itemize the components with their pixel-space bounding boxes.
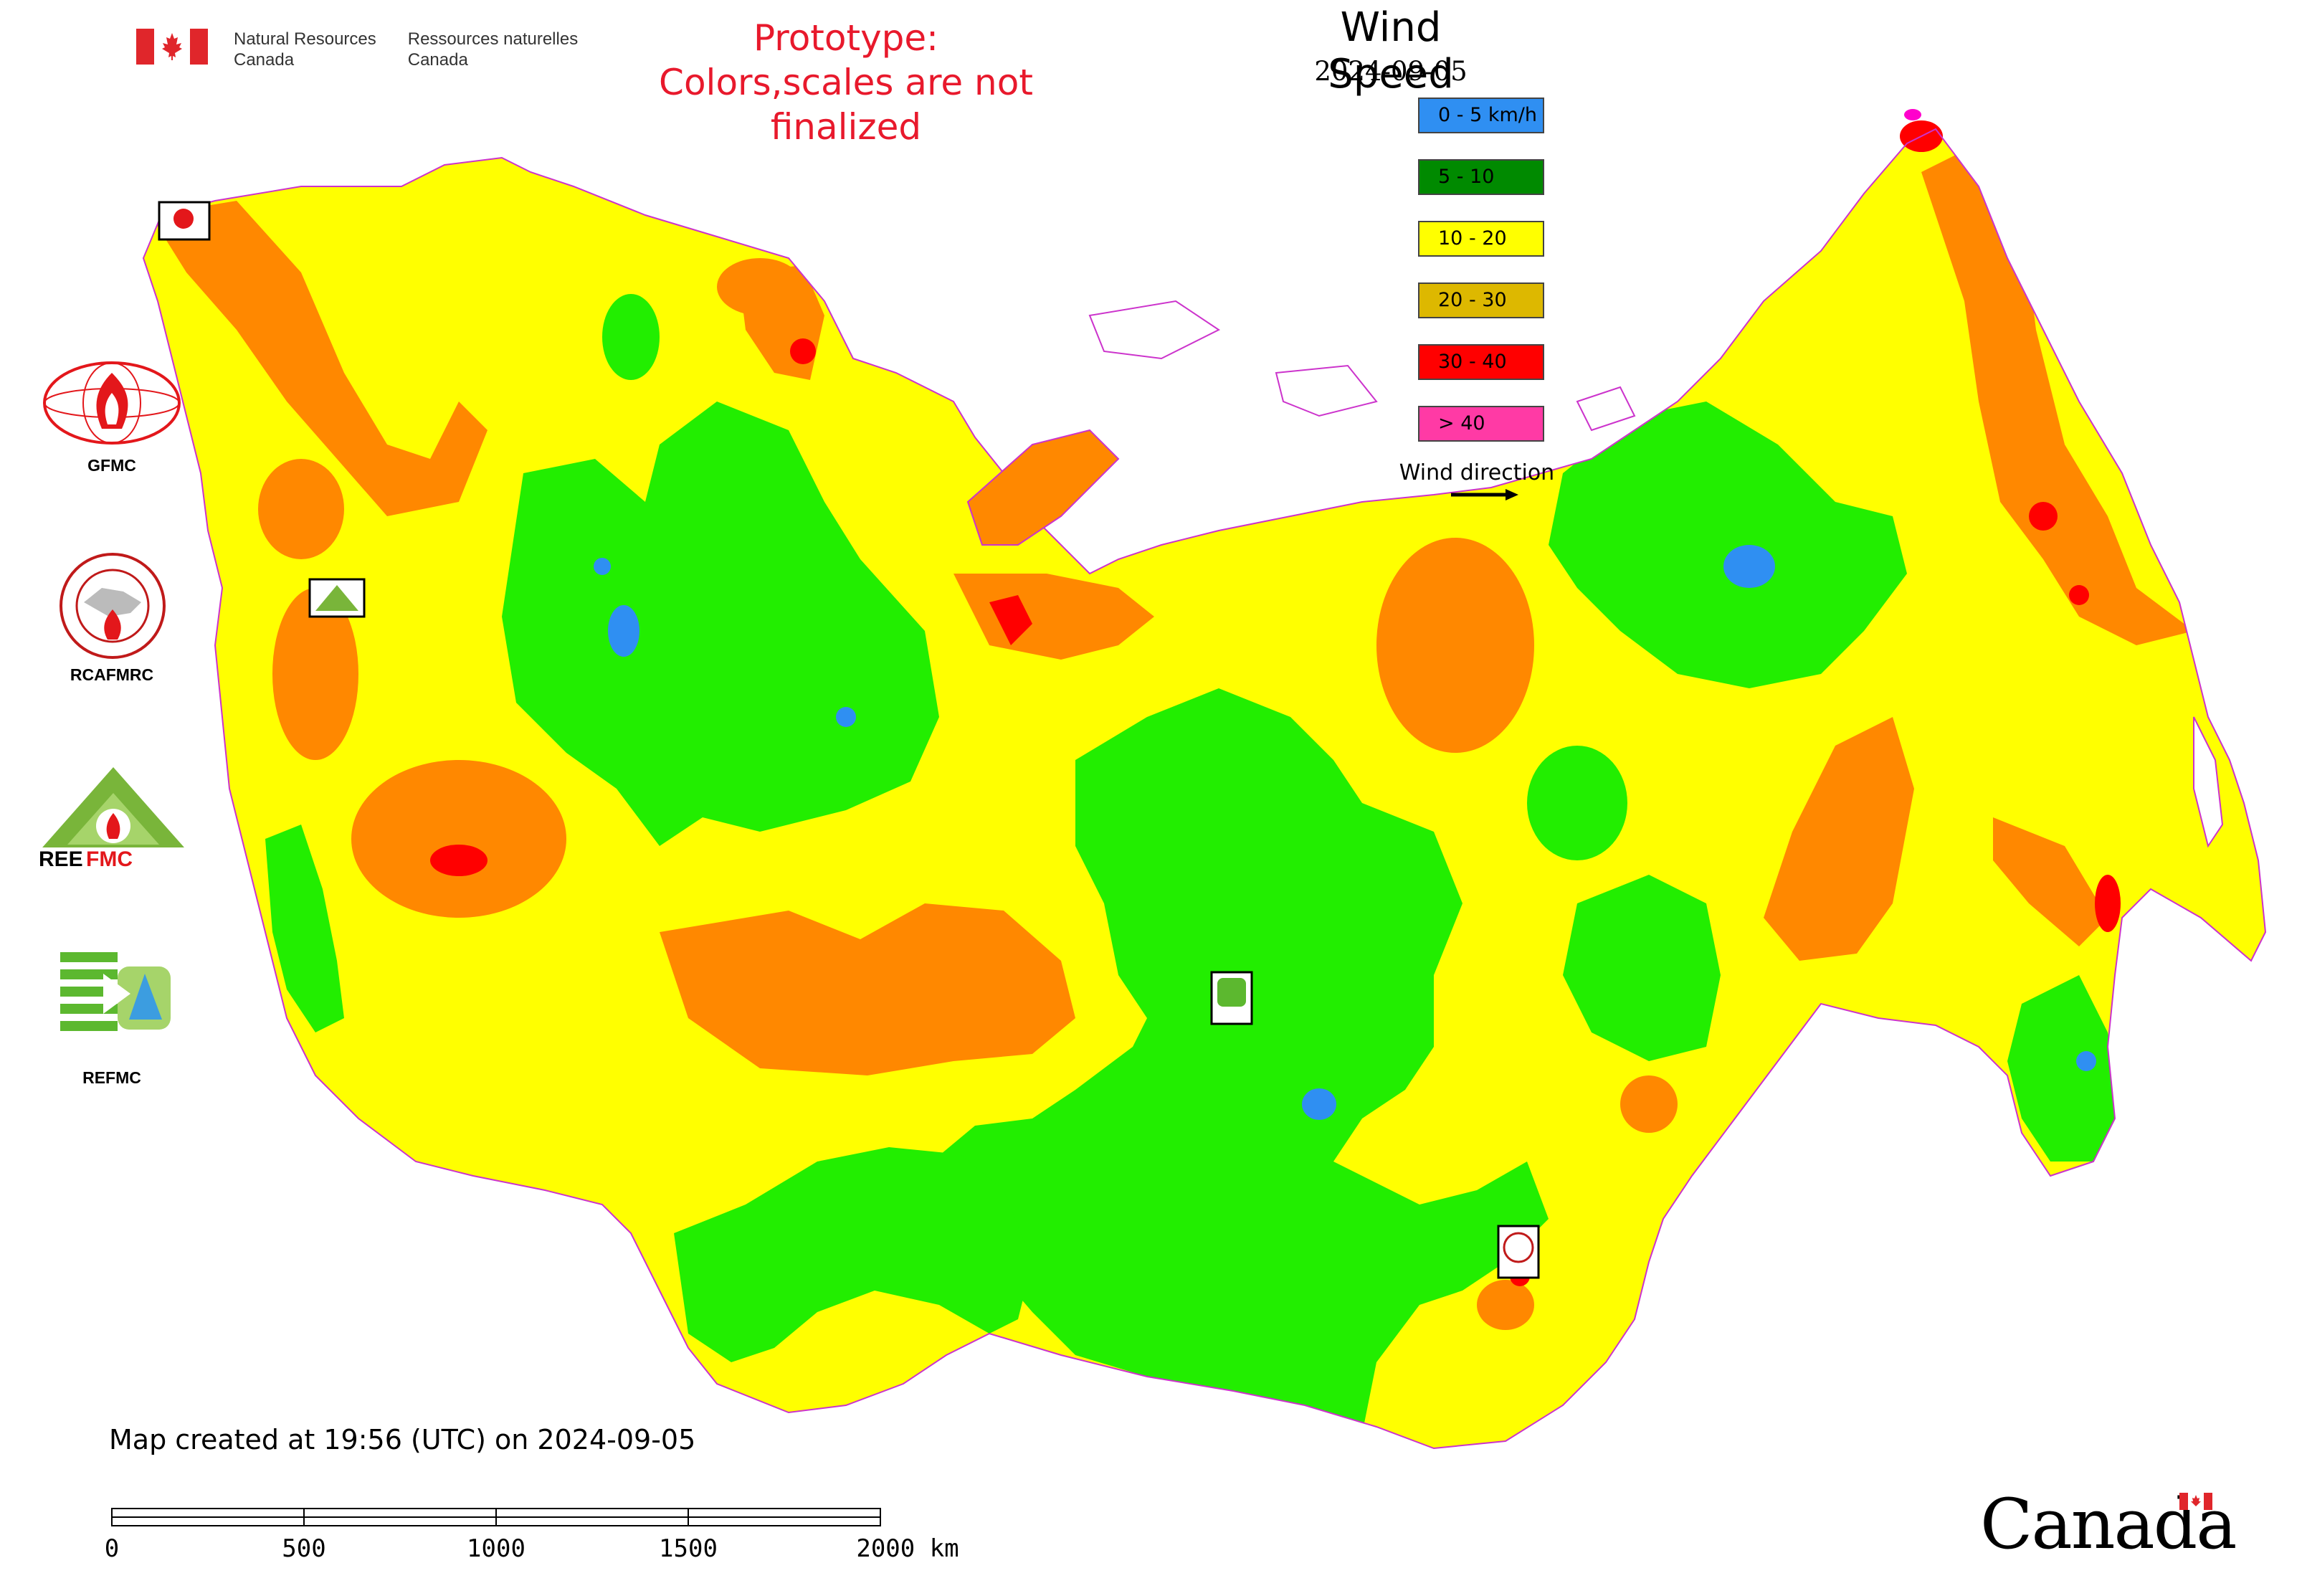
scale-label-1000: 1000 (467, 1534, 525, 1563)
legend-item: 0 - 5 km/h (1418, 98, 1544, 133)
refmc-label: REFMC (82, 1068, 141, 1087)
reefmc-logo: REE FMC (37, 764, 195, 875)
scale-bar (111, 1508, 881, 1526)
department-name-en: Natural Resources Canada (234, 29, 376, 70)
scale-label-1500: 1500 (659, 1534, 718, 1563)
wind-direction-arrow (1451, 489, 1518, 500)
canada-flag-icon (136, 29, 208, 65)
map-title: Wind Speed (1328, 4, 1454, 98)
svg-text:FMC: FMC (86, 847, 133, 871)
refmc-logo (60, 945, 172, 1045)
legend-item: 20 - 30 (1418, 282, 1544, 318)
map-created-text: Map created at 19:56 (UTC) on 2024-09-05 (109, 1424, 696, 1455)
legend-item: 5 - 10 (1418, 159, 1544, 195)
gfmc-label: GFMC (87, 456, 136, 475)
canada-wordmark-flag-icon (2179, 1493, 2212, 1513)
rcafmrc-label: RCAFMRC (70, 665, 154, 684)
map-date: 2024-09-05 (1314, 56, 1468, 87)
legend-item: > 40 (1418, 406, 1544, 442)
legend-item: 30 - 40 (1418, 344, 1544, 380)
scale-label-2000: 2000 km (856, 1534, 959, 1563)
gfmc-logo (42, 360, 182, 449)
legend-item: 10 - 20 (1418, 221, 1544, 257)
scale-label-500: 500 (282, 1534, 326, 1563)
wind-direction-label: Wind direction (1399, 460, 1555, 485)
nrcan-header: Natural Resources Canada Ressources natu… (136, 29, 609, 70)
prototype-notice: Prototype: Colors,scales are not finaliz… (659, 17, 1033, 148)
rcafmrc-logo (59, 552, 166, 662)
scale-label-0: 0 (104, 1534, 120, 1563)
svg-text:REE: REE (39, 847, 83, 871)
department-name-fr: Ressources naturelles Canada (407, 29, 579, 70)
